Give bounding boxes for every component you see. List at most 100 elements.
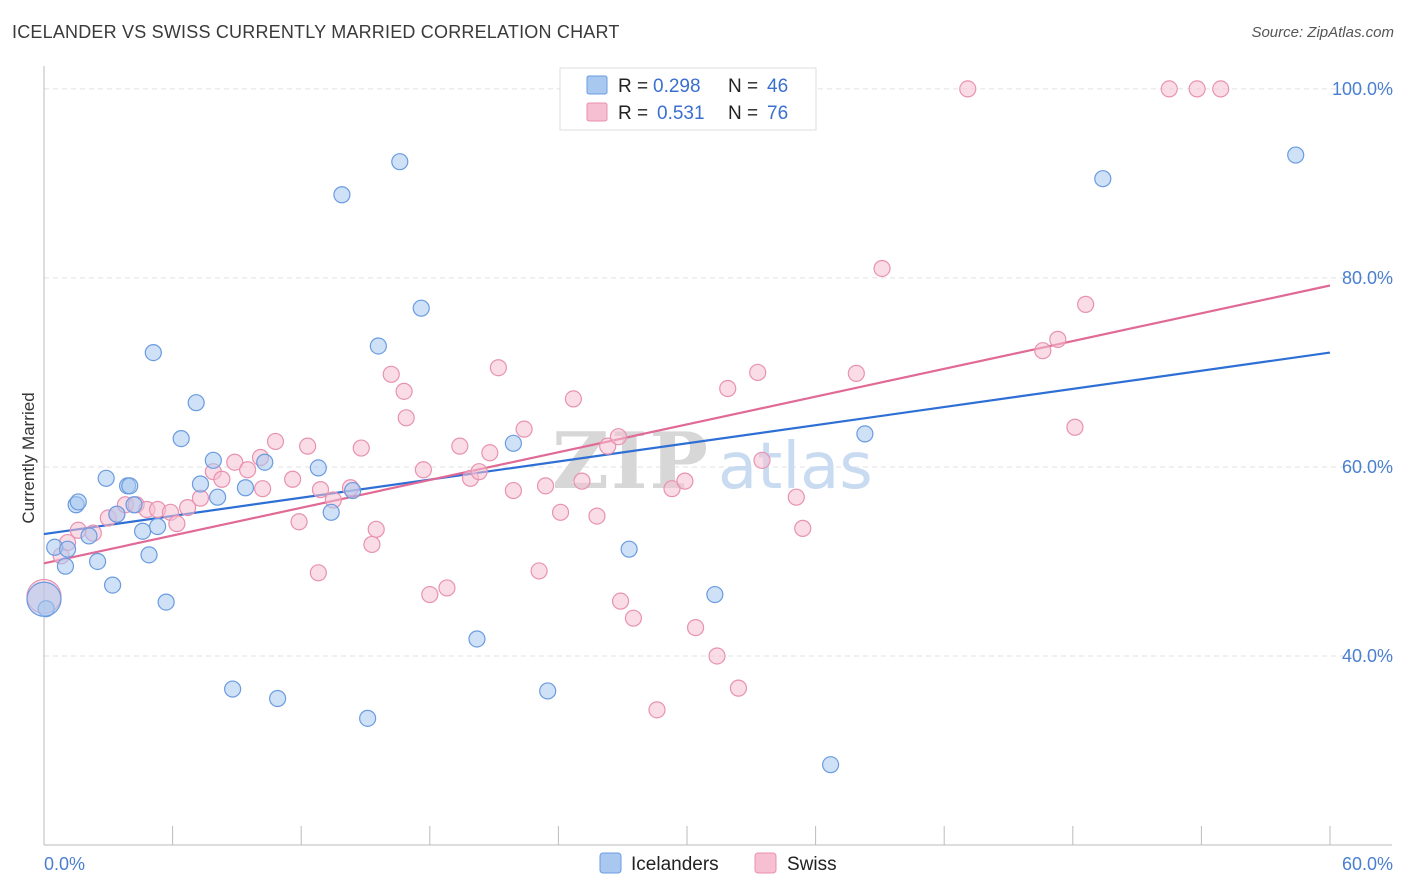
point-icelanders-12 xyxy=(121,477,139,495)
point-swiss-49 xyxy=(573,472,591,490)
point-icelanders-18 xyxy=(157,593,175,611)
point-icelanders-19 xyxy=(172,429,190,448)
x-tick-label-1: 60.0% xyxy=(1342,854,1393,874)
point-swiss-25 xyxy=(309,564,327,582)
point-swiss-54 xyxy=(624,609,643,627)
point-icelanders-13 xyxy=(125,496,143,514)
point-icelanders-39 xyxy=(620,540,638,558)
point-swiss-13 xyxy=(179,498,197,517)
point-icelanders-20 xyxy=(187,394,205,412)
point-icelanders-7 xyxy=(88,552,107,571)
point-swiss-23 xyxy=(290,513,308,531)
point-swiss-26 xyxy=(311,481,330,499)
y-axis-title: Currently Married xyxy=(19,392,38,523)
point-swiss-65 xyxy=(794,519,812,537)
point-icelanders-10 xyxy=(108,505,126,523)
point-swiss-47 xyxy=(551,503,570,521)
point-swiss-67 xyxy=(873,259,891,278)
point-swiss-53 xyxy=(611,592,630,610)
point-swiss-34 xyxy=(397,409,415,427)
trend-lines xyxy=(43,284,1331,565)
point-swiss-46 xyxy=(536,477,555,495)
point-swiss-61 xyxy=(729,679,748,697)
point-swiss-40 xyxy=(470,463,488,481)
point-swiss-52 xyxy=(609,428,628,446)
source-note: Source: ZipAtlas.com xyxy=(1251,24,1394,41)
point-icelanders-2 xyxy=(56,557,75,575)
y-tick-label-3: 100.0% xyxy=(1332,79,1393,99)
point-swiss-29 xyxy=(352,439,370,457)
point-swiss-43 xyxy=(504,481,522,500)
point-swiss-69 xyxy=(1034,342,1052,360)
point-icelanders-32 xyxy=(359,709,377,727)
chart-title: ICELANDER VS SWISS CURRENTLY MARRIED COR… xyxy=(12,22,620,42)
watermark: ZIP atlas xyxy=(552,416,873,507)
point-icelanders-15 xyxy=(140,546,158,564)
point-swiss-18 xyxy=(239,461,257,479)
trend-line-swiss xyxy=(43,284,1331,565)
point-swiss-68 xyxy=(959,80,977,98)
point-swiss-73 xyxy=(1160,80,1178,98)
legend-swatch-icelanders xyxy=(586,75,608,95)
point-icelanders-3 xyxy=(58,540,77,558)
point-swiss-71 xyxy=(1066,418,1084,436)
trend-line-icelanders xyxy=(43,351,1331,536)
point-icelanders-29 xyxy=(322,503,340,521)
stats-legend: R = 0.298 N = 46 R = 0.531 N = 76 xyxy=(559,67,817,131)
point-swiss-50 xyxy=(588,507,606,525)
point-swiss-17 xyxy=(226,453,244,471)
point-icelanders-33 xyxy=(369,337,387,355)
point-icelanders-9 xyxy=(103,576,122,594)
series-legend: Icelanders Swiss xyxy=(599,852,837,875)
y-tick-label-1: 60.0% xyxy=(1342,457,1393,477)
data-points xyxy=(26,80,1305,774)
point-swiss-45 xyxy=(530,562,548,580)
y-tick-label-0: 40.0% xyxy=(1342,646,1393,666)
y-tick-labels: 40.0% 60.0% 80.0% 100.0% xyxy=(1332,79,1393,666)
point-swiss-64 xyxy=(787,488,805,506)
y-tick-label-2: 80.0% xyxy=(1342,268,1393,288)
point-swiss-75 xyxy=(1212,80,1230,98)
point-icelanders-17 xyxy=(148,517,167,536)
point-icelanders-41 xyxy=(822,756,840,774)
point-icelanders-24 xyxy=(224,680,242,698)
point-icelanders-27 xyxy=(269,689,287,708)
legend-r-value-1: 0.531 xyxy=(657,103,705,124)
point-icelanders-36 xyxy=(468,630,486,648)
point-icelanders-21 xyxy=(191,475,210,493)
point-swiss-32 xyxy=(382,365,400,383)
point-icelanders-38 xyxy=(539,682,557,700)
point-swiss-72 xyxy=(1077,295,1095,313)
point-swiss-38 xyxy=(451,437,469,455)
point-swiss-56 xyxy=(663,480,681,498)
point-swiss-30 xyxy=(363,535,381,554)
point-icelanders-16 xyxy=(144,343,162,362)
point-icelanders-8 xyxy=(97,469,115,487)
point-swiss-59 xyxy=(708,647,726,665)
point-swiss-37 xyxy=(438,579,456,597)
point-icelanders-35 xyxy=(412,299,430,317)
point-swiss-60 xyxy=(719,379,737,398)
point-swiss-66 xyxy=(847,364,865,382)
point-swiss-31 xyxy=(367,520,385,538)
point-swiss-12 xyxy=(168,515,186,533)
point-icelanders-25 xyxy=(236,479,255,497)
legend-n-label-0: N = xyxy=(728,76,758,97)
point-icelanders-34 xyxy=(391,153,409,171)
bottom-legend-swatch-icelanders xyxy=(599,852,622,874)
legend-r-label-0: R = xyxy=(618,76,648,97)
point-swiss-62 xyxy=(749,363,767,382)
point-icelanders-14 xyxy=(133,522,152,540)
point-swiss-55 xyxy=(648,701,666,719)
point-swiss-21 xyxy=(266,432,285,451)
point-icelanders-28 xyxy=(309,459,327,477)
point-icelanders-30 xyxy=(333,186,351,204)
bottom-legend-swatch-swiss xyxy=(754,852,777,874)
point-swiss-74 xyxy=(1188,80,1206,98)
point-icelanders-37 xyxy=(504,434,522,452)
point-swiss-51 xyxy=(599,437,617,455)
point-swiss-48 xyxy=(564,390,583,408)
point-icelanders-44 xyxy=(1287,146,1305,164)
point-swiss-44 xyxy=(515,420,533,438)
